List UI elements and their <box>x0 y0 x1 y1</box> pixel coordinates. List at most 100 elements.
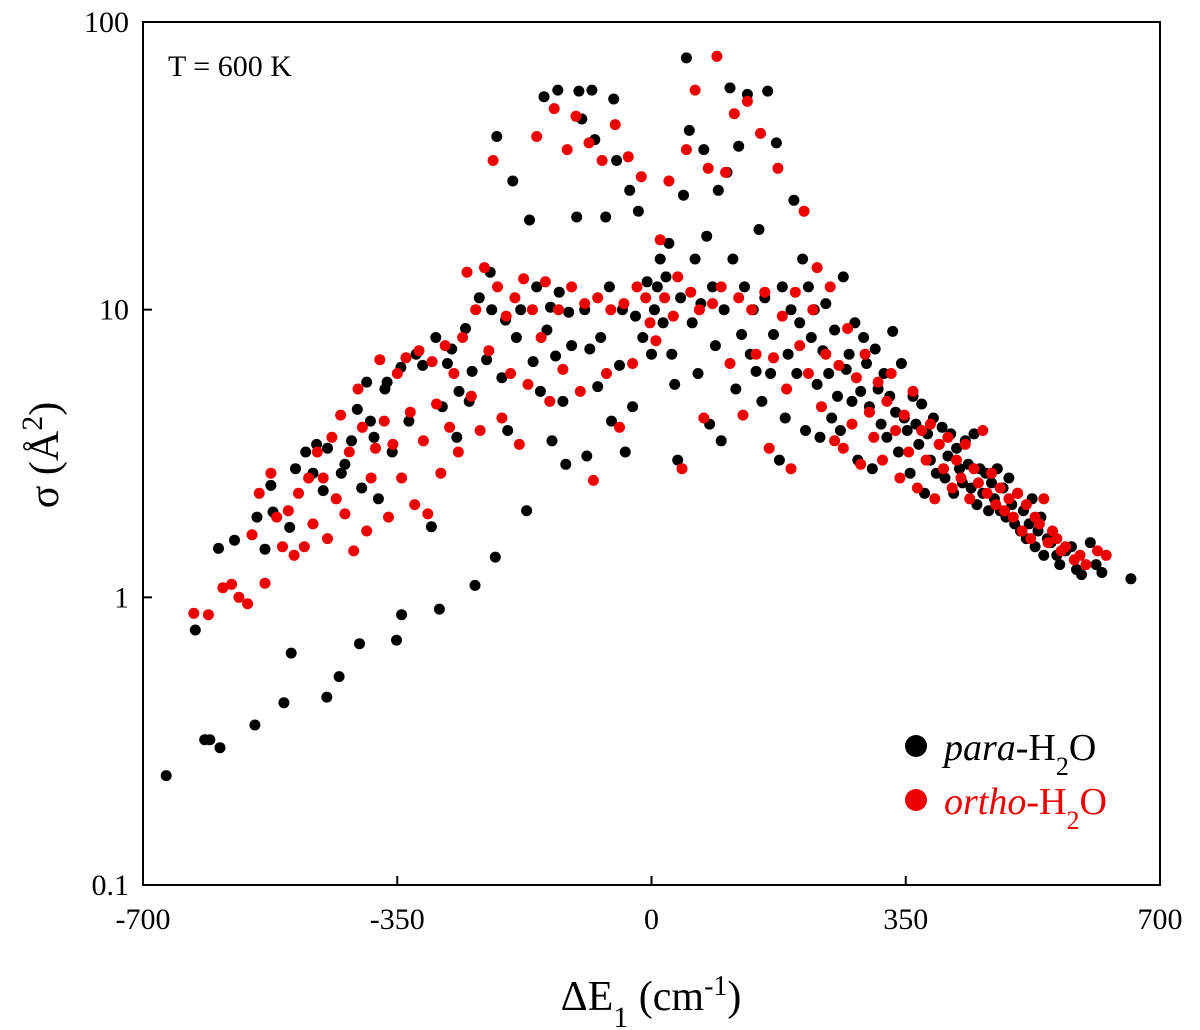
data-point-ortho <box>444 421 456 433</box>
data-point-para <box>433 603 445 615</box>
data-point-ortho <box>938 463 949 475</box>
data-point-para <box>351 403 363 415</box>
x-tick-label: -700 <box>116 903 171 936</box>
data-point-ortho <box>570 110 582 122</box>
data-point-para <box>396 609 408 621</box>
data-point-para <box>887 325 899 337</box>
data-point-para <box>820 298 832 310</box>
data-point-ortho <box>663 175 675 187</box>
data-point-para <box>712 184 724 196</box>
data-point-para <box>611 155 623 166</box>
data-point-para <box>1090 559 1102 571</box>
x-tick-label: 350 <box>883 903 928 936</box>
data-point-ortho <box>789 286 801 298</box>
data-point-para <box>372 493 384 505</box>
data-point-para <box>251 511 263 523</box>
data-point-ortho <box>728 108 740 120</box>
data-point-ortho <box>557 363 569 375</box>
data-point-ortho <box>942 431 954 443</box>
data-point-ortho <box>640 292 652 304</box>
data-point-ortho <box>509 292 521 304</box>
data-point-para <box>510 332 522 343</box>
data-point-ortho <box>772 162 784 174</box>
data-point-para <box>321 691 333 703</box>
data-point-para <box>346 435 357 447</box>
data-point-ortho <box>715 281 727 293</box>
data-point-para <box>502 425 514 436</box>
ticks-layer: -700 -350 0 350 700 0.1 1 10 100 <box>84 6 1183 936</box>
data-point-ortho <box>426 356 438 368</box>
data-point-para <box>782 348 794 360</box>
data-point-ortho <box>698 412 710 424</box>
data-point-ortho <box>618 298 630 310</box>
data-point-para <box>869 343 881 355</box>
data-point-ortho <box>1080 559 1092 571</box>
data-point-para <box>630 310 641 322</box>
data-point-para <box>648 304 660 316</box>
data-point-ortho <box>465 390 477 402</box>
data-point-ortho <box>824 281 836 293</box>
data-point-ortho <box>609 119 621 131</box>
data-point-para <box>430 332 442 343</box>
data-point-para <box>534 385 546 397</box>
data-point-ortho <box>370 442 381 454</box>
data-point-para <box>364 415 376 427</box>
legend-label-ortho: ortho-H2O <box>944 781 1107 835</box>
data-point-ortho <box>409 499 421 511</box>
data-point-ortho <box>644 317 656 329</box>
data-point-ortho <box>1042 537 1054 549</box>
data-point-para <box>776 281 788 293</box>
data-point-para <box>916 398 928 410</box>
data-point-para <box>229 534 240 546</box>
data-point-ortho <box>548 103 560 115</box>
x-tick-label: 700 <box>1138 903 1183 936</box>
data-point-para <box>791 368 803 379</box>
data-point-para <box>619 446 631 458</box>
data-point-para <box>983 505 995 517</box>
data-point-para <box>573 85 585 97</box>
y-tick-label: 10 <box>99 294 129 327</box>
data-point-para <box>541 324 553 336</box>
data-point-para <box>715 435 727 447</box>
data-point-ortho <box>326 431 338 443</box>
data-point-para <box>489 551 501 563</box>
data-point-ortho <box>1051 533 1063 545</box>
data-point-para <box>557 395 569 407</box>
data-point-para <box>756 395 768 407</box>
data-point-para <box>354 638 365 650</box>
data-point-para <box>727 253 739 265</box>
legend: para-H2O ortho-H2O <box>905 727 1107 835</box>
data-point-ortho <box>435 467 447 479</box>
data-point-ortho <box>288 549 300 561</box>
data-point-para <box>692 368 704 379</box>
data-point-ortho <box>614 421 625 433</box>
data-point-para <box>689 253 701 265</box>
data-point-ortho <box>907 385 919 397</box>
data-point-ortho <box>811 262 823 274</box>
data-point-para <box>823 368 835 379</box>
data-point-para <box>614 359 625 371</box>
data-point-para <box>531 281 543 293</box>
data-point-para <box>709 340 721 352</box>
data-point-para <box>646 348 657 360</box>
temperature-annotation: T = 600 K <box>168 50 292 83</box>
data-point-para <box>552 84 564 96</box>
data-point-ortho <box>293 487 304 499</box>
data-point-ortho <box>365 472 377 484</box>
data-point-ortho <box>872 376 884 388</box>
data-point-ortho <box>1016 525 1028 537</box>
data-point-ortho <box>303 472 315 484</box>
data-point-ortho <box>226 578 238 590</box>
data-point-ortho <box>452 446 464 458</box>
data-point-ortho <box>659 292 671 304</box>
data-point-ortho <box>951 454 963 466</box>
data-point-ortho <box>282 505 294 517</box>
data-point-para <box>939 472 951 484</box>
data-point-para <box>566 340 578 352</box>
data-point-para <box>846 395 858 407</box>
data-point-para <box>553 286 565 298</box>
data-point-para <box>546 435 558 447</box>
data-point-para <box>779 412 791 424</box>
data-point-ortho <box>829 435 841 447</box>
y-tick-label: 100 <box>84 6 129 39</box>
